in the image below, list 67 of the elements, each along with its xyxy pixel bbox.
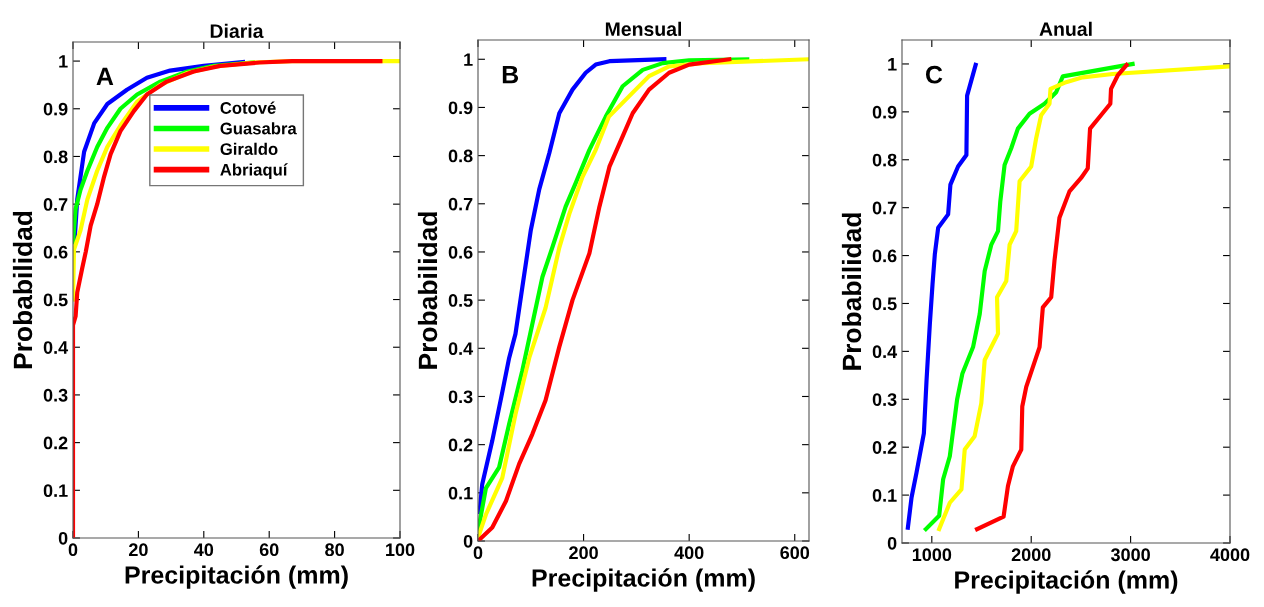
x-tick-label: 100 — [386, 543, 415, 557]
chart-title: Anual — [1039, 21, 1092, 37]
y-tick-label: 0.7 — [448, 197, 473, 211]
y-tick-label: 0 — [58, 531, 68, 545]
x-axis-title: Precipitación (mm) — [532, 568, 755, 592]
legend-label: Giraldo — [220, 142, 278, 155]
legend-label: Cotové — [220, 101, 276, 114]
x-tick-label: 3000 — [1110, 548, 1150, 562]
line-series — [73, 58, 383, 538]
annotation: A — [96, 67, 114, 85]
y-tick-label: 0.7 — [43, 198, 68, 211]
y-axis-title: Probabilidad — [417, 212, 438, 369]
legend-label: Abriaquí — [220, 163, 288, 179]
x-axis-title: Precipitación (mm) — [125, 565, 348, 589]
y-tick-label: 0.1 — [872, 489, 897, 502]
y-tick-label: 0.6 — [43, 245, 68, 259]
y-tick-label: 0.5 — [872, 297, 897, 311]
y-tick-label: 0.4 — [43, 341, 69, 354]
chart-title: Diaria — [210, 23, 264, 39]
y-tick-label: 0.5 — [43, 293, 68, 307]
y-tick-label: 0.2 — [448, 438, 473, 452]
y-tick-label: 0.6 — [872, 249, 897, 263]
x-tick-label: 1000 — [912, 548, 952, 562]
y-tick-label: 1 — [464, 53, 473, 66]
y-tick-label: 0 — [463, 534, 473, 548]
y-axis-title: Probabilidad — [12, 211, 33, 369]
annotation: C — [925, 65, 943, 84]
x-tick-label: 60 — [259, 543, 279, 557]
y-tick-label: 0.6 — [448, 245, 473, 259]
y-tick-label: 0.3 — [43, 388, 68, 402]
y-tick-label: 0.8 — [43, 150, 68, 164]
x-tick-label: 4000 — [1210, 548, 1250, 562]
line-series — [974, 62, 1129, 532]
x-axis-title: Precipitación (mm) — [955, 570, 1178, 594]
y-tick-label: 0.4 — [872, 345, 898, 359]
legend-label: Guasabra — [220, 122, 297, 135]
x-tick-label: 400 — [674, 546, 704, 560]
line-series — [478, 57, 667, 515]
y-tick-label: 0.9 — [872, 105, 897, 119]
x-tick-label: 80 — [325, 543, 344, 557]
y-tick-label: 0.1 — [448, 486, 473, 500]
y-tick-label: 1 — [59, 55, 68, 68]
y-tick-label: 0.9 — [43, 102, 68, 116]
y-tick-label: 0.3 — [872, 393, 897, 407]
y-axis-title: Probabilidad — [841, 213, 862, 370]
y-tick-label: 0.2 — [872, 441, 897, 454]
x-tick-label: 600 — [780, 546, 810, 560]
line-series — [923, 61, 1135, 532]
annotation: B — [502, 65, 519, 84]
y-tick-label: 0.8 — [872, 153, 897, 167]
line-series — [905, 62, 978, 530]
y-tick-label: 0.4 — [448, 342, 474, 356]
y-tick-label: 0.8 — [448, 149, 473, 163]
x-tick-label: 0 — [473, 546, 483, 560]
x-tick-label: 200 — [569, 546, 598, 560]
chart-title: Mensual — [605, 21, 682, 37]
y-tick-label: 0.7 — [872, 201, 897, 215]
x-tick-label: 20 — [128, 543, 148, 557]
x-tick-label: 2000 — [1011, 548, 1051, 562]
y-tick-label: 0.9 — [448, 101, 473, 115]
y-tick-label: 0.2 — [43, 436, 68, 450]
x-tick-label: 0 — [68, 543, 78, 557]
y-tick-label: 0.1 — [43, 484, 68, 498]
y-tick-label: 1 — [888, 58, 897, 71]
y-tick-label: 0.5 — [448, 294, 473, 307]
y-tick-label: 0.3 — [448, 390, 473, 404]
x-tick-label: 40 — [194, 543, 214, 557]
